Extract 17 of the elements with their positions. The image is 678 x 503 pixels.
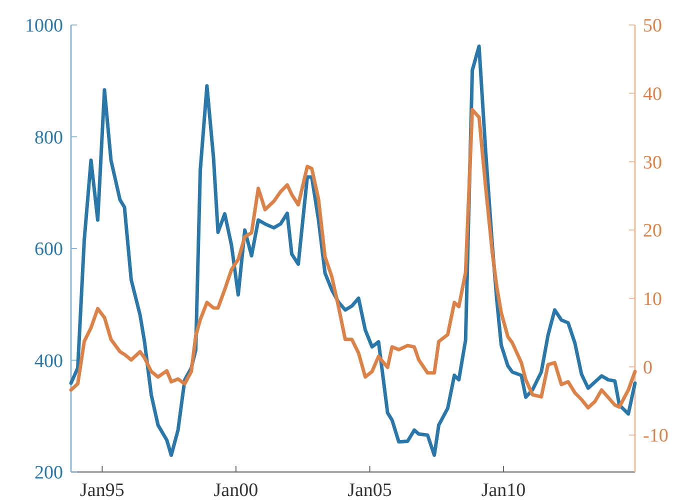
y-tick-label: 400: [34, 350, 63, 372]
y2-tick-label: 40: [643, 84, 662, 105]
y2-tick-label: 30: [643, 152, 662, 174]
y2-tick-label: 20: [643, 220, 662, 242]
y-tick-label: 1000: [25, 16, 63, 37]
y2-tick-label: 10: [643, 289, 662, 310]
x-tick-label: Jan10: [481, 480, 526, 501]
y-tick-label: 200: [34, 462, 63, 484]
y2-tick-label: -10: [643, 426, 668, 447]
x-tick-label: Jan95: [80, 480, 124, 501]
y2-tick-label: 50: [643, 16, 662, 37]
x-tick-label: Jan00: [214, 480, 258, 501]
line-series: [69, 108, 637, 410]
x-tick-label: Jan05: [348, 480, 392, 501]
y2-tick-label: 0: [643, 357, 652, 378]
y-tick-label: 800: [34, 127, 63, 148]
y-tick-label: 600: [34, 239, 63, 260]
